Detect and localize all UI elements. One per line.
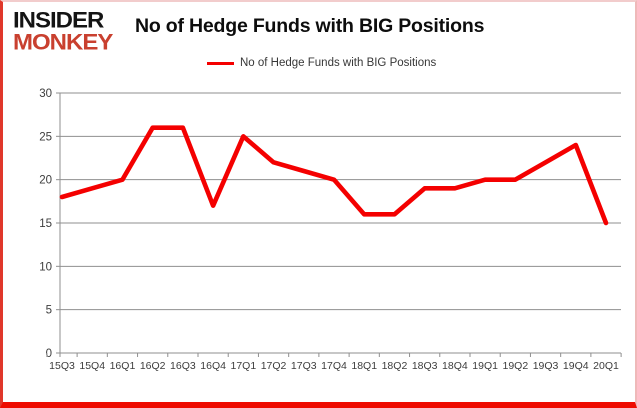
x-axis-label: 18Q4	[442, 360, 468, 372]
insider-monkey-logo: INSIDER MONKEY	[13, 8, 113, 55]
x-axis-label: 20Q1	[593, 360, 619, 372]
line-chart-plot-area: 0 5 10 15 20 25 30 15Q3 15Q4 16Q1 16Q2 16Q3 16Q4 17Q1…	[39, 88, 622, 372]
x-axis-label: 16Q3	[170, 360, 196, 372]
x-axis-label: 18Q2	[382, 360, 408, 372]
x-axis-label: 16Q1	[110, 360, 136, 372]
x-axis-label: 19Q2	[502, 360, 528, 372]
y-axis-label: 0	[46, 348, 52, 360]
y-axis-label: 30	[39, 88, 52, 100]
y-axis-label: 25	[39, 131, 52, 143]
y-axis-label: 20	[39, 175, 52, 187]
y-axis-label: 15	[39, 218, 52, 230]
x-axis-label: 17Q4	[321, 360, 347, 372]
chart-legend: No of Hedge Funds with BIG Positions	[207, 57, 436, 69]
x-axis-label: 18Q1	[351, 360, 377, 372]
chart-title: No of Hedge Funds with BIG Positions	[135, 15, 485, 37]
logo-word-insider: INSIDER	[13, 8, 104, 34]
x-axis-label: 17Q1	[230, 360, 256, 372]
x-axis-label: 16Q4	[200, 360, 226, 372]
x-axis-label: 17Q2	[261, 360, 287, 372]
hedge-funds-data-line	[59, 125, 609, 226]
y-axis-label: 10	[39, 261, 52, 273]
x-axis-label: 19Q3	[533, 360, 559, 372]
x-axis-label: 19Q1	[472, 360, 498, 372]
x-axis-label: 16Q2	[140, 360, 166, 372]
x-axis-label: 18Q3	[412, 360, 438, 372]
legend-line-swatch	[207, 61, 234, 65]
x-axis-label: 15Q3	[49, 360, 75, 372]
legend-label: No of Hedge Funds with BIG Positions	[240, 57, 437, 69]
x-axis-label: 19Q4	[563, 360, 589, 372]
x-axis-label: 15Q4	[79, 360, 105, 372]
logo-word-monkey: MONKEY	[13, 29, 113, 55]
x-axis-label: 17Q3	[291, 360, 317, 372]
y-axis-label: 5	[46, 305, 52, 317]
